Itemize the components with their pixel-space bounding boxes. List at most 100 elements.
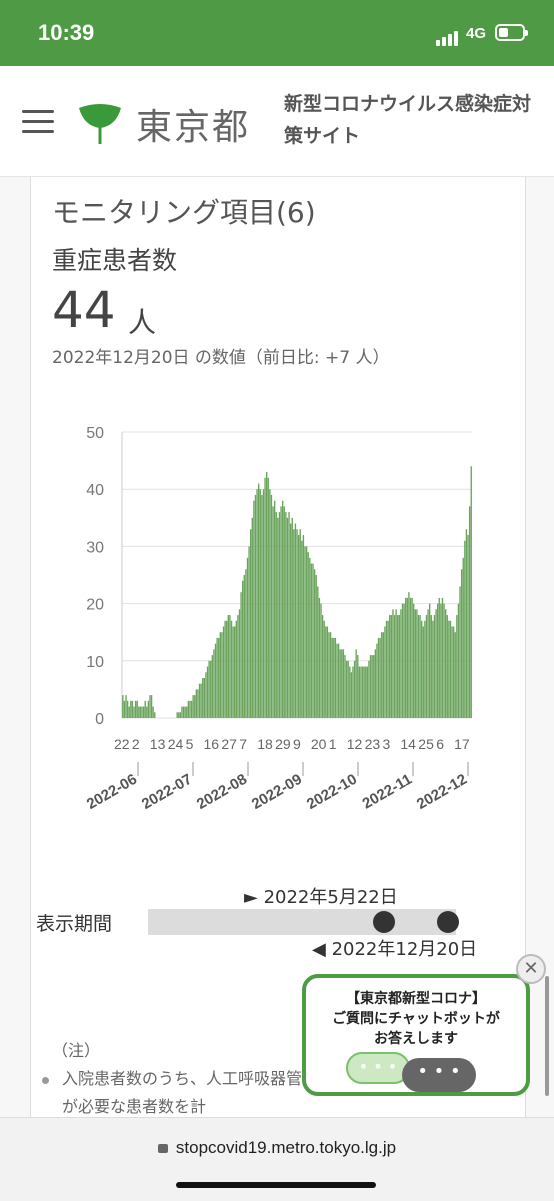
- chart-bar: [467, 534, 469, 718]
- chart-bar: [294, 523, 297, 718]
- chart-bar: [401, 603, 404, 718]
- tokyo-logo-icon[interactable]: [76, 96, 124, 148]
- chart-bar: [342, 649, 345, 718]
- browser-url-bar[interactable]: stopcovid19.metro.tokyo.lg.jp: [0, 1117, 554, 1201]
- chart-bar: [422, 626, 424, 718]
- x-tick-label: 2: [132, 736, 140, 752]
- chart-bar: [464, 540, 466, 718]
- y-tick-label: 30: [86, 539, 104, 556]
- scroll-indicator: [545, 976, 549, 1096]
- chart-bar: [138, 706, 140, 718]
- chart-bar: [392, 609, 394, 718]
- chart-bar: [400, 609, 402, 718]
- chart-bar: [443, 603, 445, 718]
- chart-bar: [141, 706, 143, 718]
- chart-bar: [208, 660, 210, 718]
- chart-bar: [123, 700, 126, 718]
- month-label: 2022-12: [414, 771, 470, 813]
- chart-bar: [349, 666, 351, 718]
- chart-bar: [382, 632, 385, 718]
- chart-bar: [397, 615, 399, 718]
- month-label: 2022-06: [84, 771, 140, 813]
- menu-icon[interactable]: [22, 110, 54, 134]
- chart-bar: [413, 603, 415, 718]
- chart-bar: [452, 626, 455, 718]
- chart-bar: [240, 592, 242, 718]
- chart-bar: [289, 523, 292, 718]
- chart-bar: [358, 666, 361, 718]
- chart-bar: [429, 603, 431, 718]
- x-tick-label: 7: [239, 736, 247, 752]
- chart-bar: [419, 615, 421, 718]
- chart-bar: [278, 512, 281, 718]
- chart-bar: [361, 666, 364, 718]
- slider-end-handle[interactable]: [437, 911, 459, 933]
- chart-bar: [305, 546, 308, 718]
- chart-bar: [293, 529, 295, 718]
- chart-bar: [424, 620, 426, 718]
- chart-bar: [398, 615, 400, 718]
- chart-bar: [326, 626, 329, 718]
- url-text[interactable]: stopcovid19.metro.tokyo.lg.jp: [175, 1138, 397, 1157]
- chart-bar: [347, 660, 349, 718]
- chart-bar: [257, 483, 260, 718]
- card-title: モニタリング項目(6): [52, 196, 316, 229]
- chart-bar: [226, 620, 228, 718]
- chart-bar: [182, 706, 185, 718]
- chart-bar: [448, 620, 450, 718]
- chart-bar: [291, 517, 293, 718]
- chart-bar: [213, 649, 215, 718]
- chart-bar: [202, 677, 204, 718]
- month-label: 2022-09: [249, 771, 305, 813]
- x-tick-label: 6: [436, 736, 444, 752]
- logo-text[interactable]: 東京都: [136, 107, 251, 148]
- chart-bar: [136, 700, 138, 718]
- month-label: 2022-08: [194, 771, 250, 813]
- x-tick-label: 12: [347, 736, 363, 752]
- range-start-label: ► 2022年5月22日: [244, 887, 398, 908]
- chatbot-text-1: ご質問にチャットボットが: [332, 1011, 500, 1027]
- y-tick-label: 20: [86, 597, 104, 614]
- chart-bar: [286, 517, 289, 718]
- home-indicator[interactable]: [176, 1182, 376, 1188]
- chart-bar: [310, 563, 313, 718]
- chart-bar: [218, 637, 220, 718]
- chart-bar: [251, 517, 253, 718]
- chart-bar: [384, 626, 386, 718]
- chart-bar: [387, 620, 389, 718]
- chart-bar: [200, 683, 202, 718]
- chart-bar: [221, 632, 223, 718]
- slider-start-handle[interactable]: [373, 911, 395, 933]
- close-icon[interactable]: ✕: [516, 954, 546, 984]
- period-slider[interactable]: [148, 909, 459, 935]
- x-tick-label: 17: [454, 736, 470, 752]
- chart-bar: [248, 546, 250, 718]
- chart-bar: [411, 597, 413, 718]
- chart-bar: [210, 660, 212, 718]
- chart-bar: [280, 506, 282, 718]
- chart-bar: [421, 620, 423, 718]
- chart-bar: [259, 489, 261, 718]
- chatbot-popup[interactable]: 【東京都新型コロナ】 ご質問にチャットボットが お答えします • • • • •…: [302, 974, 530, 1096]
- chart-bar: [376, 643, 378, 718]
- chart-bar: [355, 649, 357, 718]
- chart-bar: [149, 695, 151, 718]
- chart-bar: [270, 494, 273, 718]
- chart-bar: [230, 620, 233, 718]
- x-tick-label: 24: [168, 736, 184, 752]
- site-title[interactable]: 新型コロナウイルス感染症対策サイト: [284, 93, 532, 147]
- site-header: 東京都 新型コロナウイルス感染症対策サイト: [0, 66, 554, 177]
- chart-bar: [438, 597, 440, 718]
- chart-bar: [432, 620, 434, 718]
- chart-bar: [323, 620, 325, 718]
- x-tick-label: 3: [383, 736, 391, 752]
- chart-bar: [139, 706, 142, 718]
- chart-bar: [128, 706, 130, 718]
- chart-bar: [243, 575, 245, 718]
- chart-bar: [417, 615, 420, 718]
- chart-bar: [416, 609, 418, 718]
- chart-bar: [216, 637, 218, 718]
- chart-bar: [462, 557, 464, 718]
- chart-bar: [470, 466, 472, 718]
- chart-bar: [363, 666, 365, 718]
